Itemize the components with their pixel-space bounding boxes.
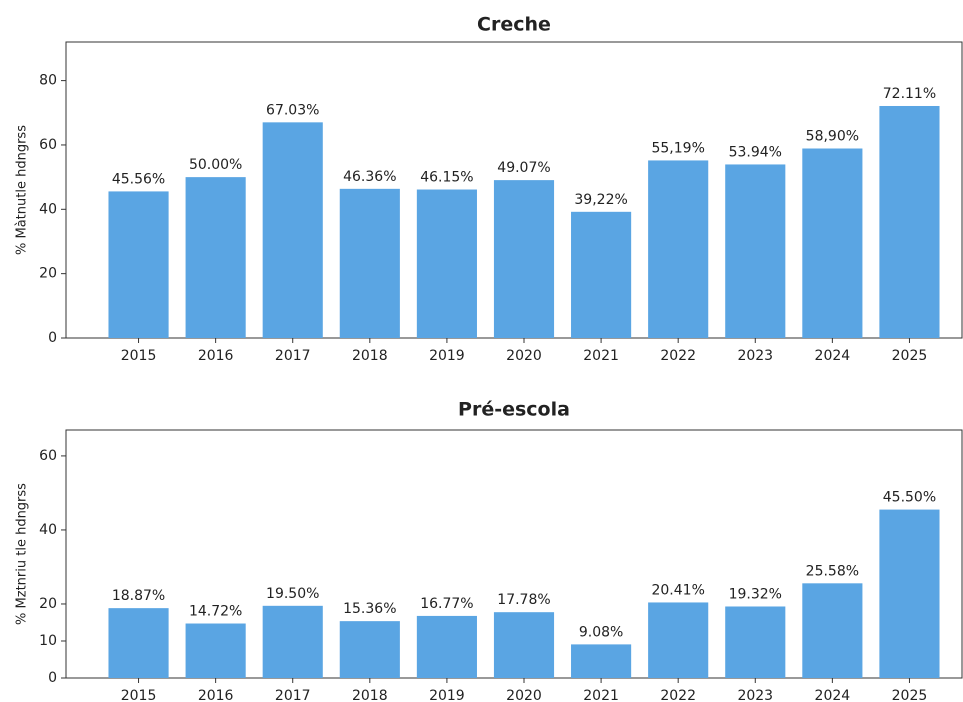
value-label: 72.11% [883,86,936,102]
bar [108,191,169,338]
value-label: 15.36% [343,601,396,617]
bar [416,189,477,338]
x-tick-label: 2015 [121,348,157,364]
value-label: 49.07% [497,160,550,176]
value-label: 20.41% [651,582,704,598]
y-tick-label: 60 [39,137,57,153]
value-label: 14.72% [189,604,242,620]
value-label: 55,19% [651,140,704,156]
bar [879,105,940,338]
y-axis-label: % Màtnutle hdngrss [15,125,30,255]
x-tick-label: 2025 [892,688,928,702]
bar [185,623,246,678]
value-label: 58,90% [806,128,859,144]
x-tick-label: 2024 [815,348,851,364]
bar [262,122,323,339]
x-tick-label: 2017 [275,348,311,364]
y-tick-label: 80 [39,73,57,89]
x-tick-label: 2020 [506,688,542,702]
bar [802,148,863,338]
value-label: 19.32% [729,586,782,602]
bar [571,644,632,678]
x-tick-label: 2024 [815,688,851,702]
x-tick-label: 2023 [737,688,773,702]
bar [493,180,555,338]
x-tick-label: 2016 [198,348,234,364]
chart-title: Creche [477,14,551,36]
bar [339,621,400,678]
bar [416,615,477,678]
bar [571,211,632,338]
value-label: 9.08% [579,624,623,640]
y-tick-label: 40 [39,201,57,217]
y-tick-label: 0 [48,670,57,686]
y-tick-label: 0 [48,330,57,346]
x-tick-label: 2025 [892,348,928,364]
bar [879,509,940,678]
bar [185,177,246,338]
chart-title: Pré-escola [458,399,570,421]
value-label: 45.56% [112,171,165,187]
bar [802,583,863,678]
x-tick-label: 2017 [275,688,311,702]
value-label: 53.94% [729,144,782,160]
y-tick-label: 40 [39,522,57,538]
value-label: 25.58% [806,563,859,579]
x-tick-label: 2018 [352,688,388,702]
bar [108,608,169,678]
y-tick-label: 20 [39,596,57,612]
y-tick-label: 10 [39,633,57,649]
value-label: 46.15% [420,170,473,186]
bar [339,188,400,338]
x-tick-label: 2022 [660,688,696,702]
y-axis-label: % Mztnriu tle hdngrss [15,483,30,625]
bar [648,160,709,338]
x-tick-label: 2023 [737,348,773,364]
x-tick-label: 2019 [429,348,465,364]
value-label: 50.00% [189,157,242,173]
value-label: 19.50% [266,586,319,602]
x-tick-label: 2022 [660,348,696,364]
y-tick-label: 60 [39,448,57,464]
y-tick-label: 20 [39,266,57,282]
value-label: 67.03% [266,102,319,118]
bar [725,606,786,678]
x-tick-label: 2021 [583,348,619,364]
bar [648,602,709,678]
value-label: 17.78% [497,592,550,608]
x-tick-label: 2019 [429,688,465,702]
bar [262,605,323,678]
bar [493,612,555,678]
value-label: 18.87% [112,588,165,604]
x-tick-label: 2018 [352,348,388,364]
x-tick-label: 2021 [583,688,619,702]
value-label: 39,22% [574,192,627,208]
x-tick-label: 2016 [198,688,234,702]
x-tick-label: 2020 [506,348,542,364]
bar [725,164,786,338]
x-tick-label: 2015 [121,688,157,702]
value-label: 45.50% [883,490,936,506]
value-label: 46.36% [343,169,396,185]
value-label: 16.77% [420,596,473,612]
